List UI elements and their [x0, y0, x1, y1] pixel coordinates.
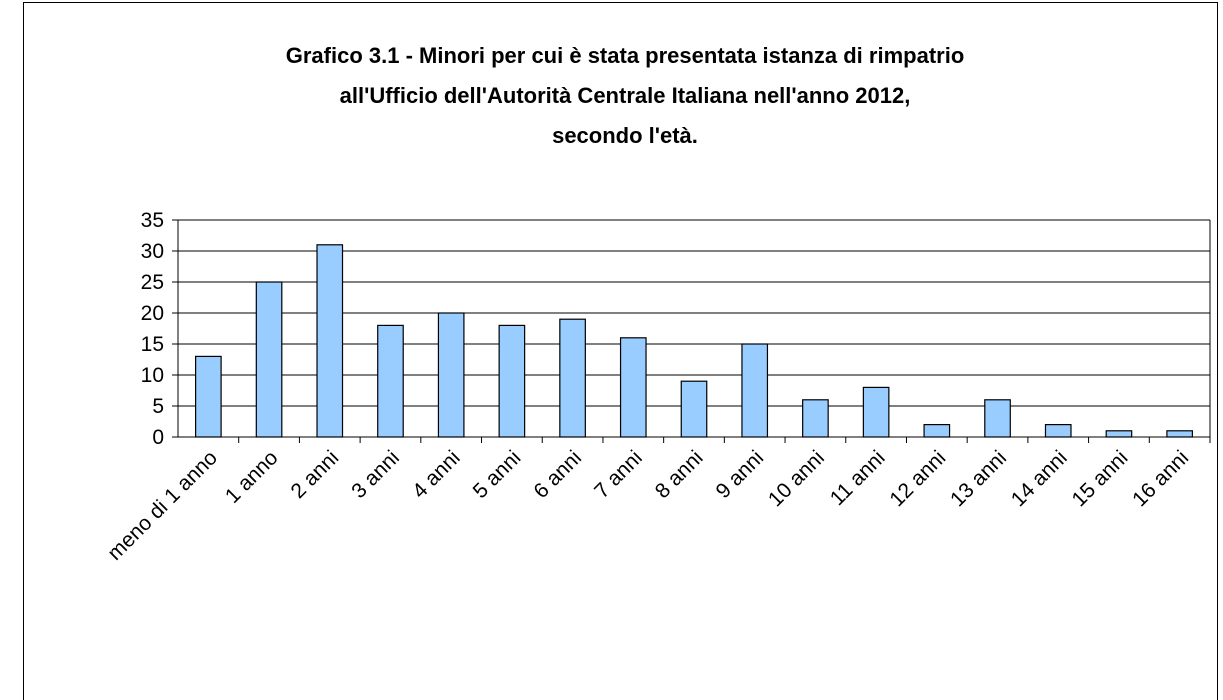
y-tick-label: 35 — [141, 209, 164, 232]
bar — [802, 399, 829, 438]
y-tick-label: 0 — [152, 426, 164, 449]
bar — [984, 399, 1011, 438]
y-tick-label: 20 — [141, 302, 164, 325]
bar — [255, 281, 283, 438]
bar — [498, 324, 526, 438]
bar — [316, 244, 344, 438]
chart-title: all'Ufficio dell'Autorità Centrale Itali… — [340, 83, 911, 108]
bar — [923, 424, 951, 438]
bar — [1166, 430, 1193, 438]
chart-title: secondo l'età. — [552, 123, 698, 148]
y-tick-label: 30 — [141, 240, 164, 263]
bar — [862, 386, 890, 438]
chart-title: Grafico 3.1 - Minori per cui è stata pre… — [286, 43, 965, 68]
bar — [437, 312, 465, 438]
y-tick-label: 25 — [141, 271, 164, 294]
bar — [1044, 424, 1072, 438]
y-tick-label: 10 — [141, 364, 164, 387]
bar — [680, 380, 708, 438]
y-tick-label: 15 — [141, 333, 164, 356]
bar — [619, 337, 647, 438]
y-tick-label: 5 — [152, 395, 164, 418]
bar — [1105, 430, 1133, 438]
bar — [377, 324, 404, 438]
bar — [195, 355, 222, 438]
bar — [741, 343, 769, 438]
bar — [559, 318, 586, 438]
